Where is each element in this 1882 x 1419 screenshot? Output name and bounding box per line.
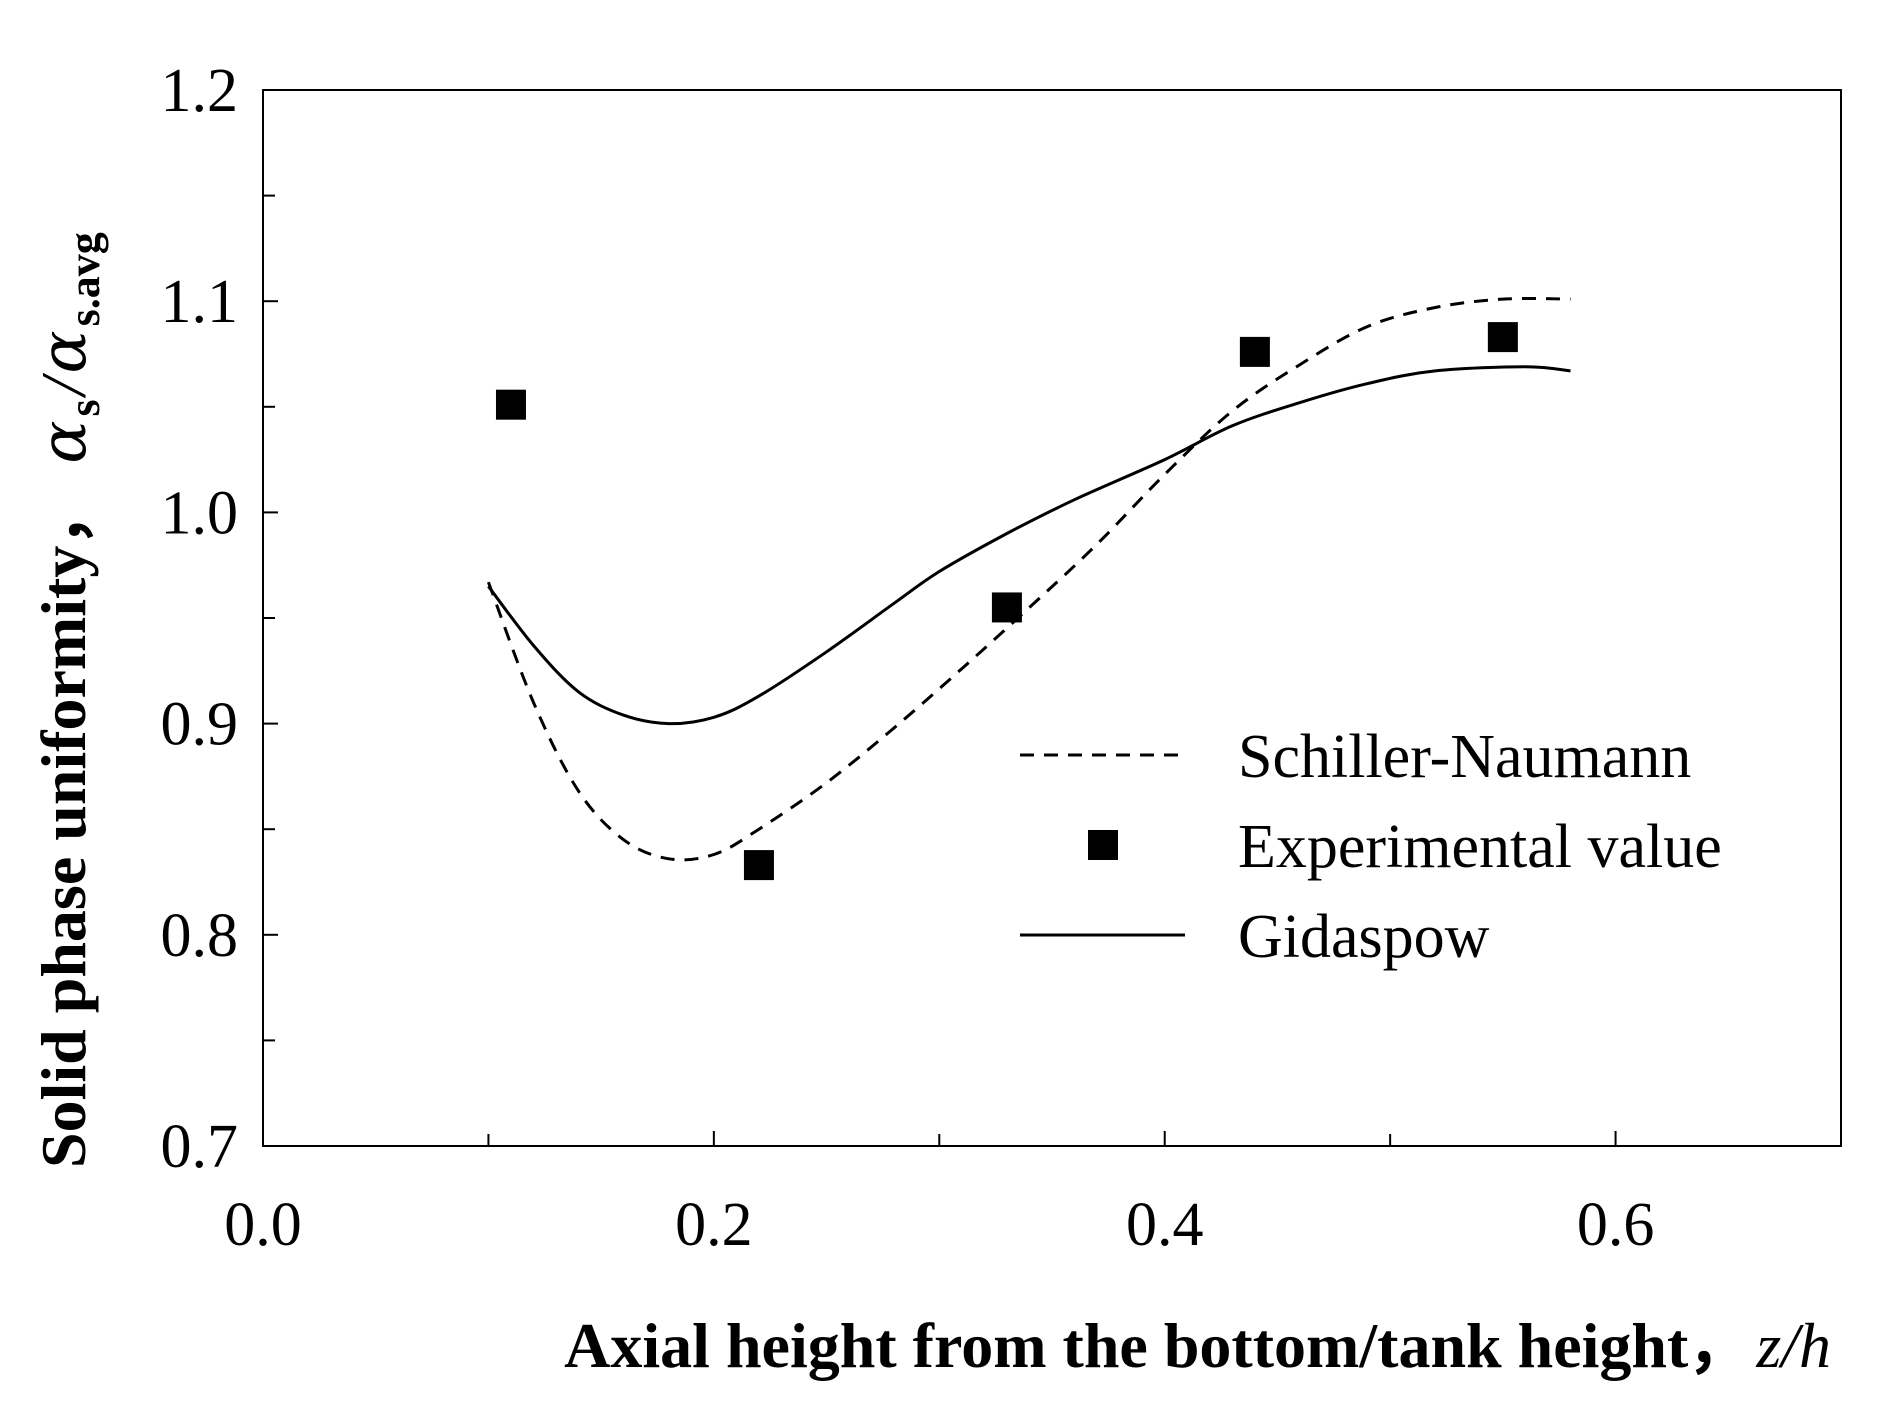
x-tick-label: 0.4 xyxy=(1126,1191,1204,1259)
data-point-experimental-value xyxy=(495,389,526,420)
legend-label-experimental-value: Experimental value xyxy=(1238,813,1722,881)
y-axis-slash: / xyxy=(28,372,99,398)
x-tick-label: 0.2 xyxy=(675,1191,753,1259)
data-point-experimental-value xyxy=(1239,336,1270,367)
series-line-gidaspow xyxy=(487,365,1571,726)
plot-frame xyxy=(262,89,1842,1147)
x-tick-label: 0.0 xyxy=(224,1191,302,1259)
series-layer xyxy=(486,296,1571,881)
y-tick-label: 1.1 xyxy=(161,268,239,336)
y-tick-label: 1.2 xyxy=(161,57,239,125)
y-tick-label: 0.7 xyxy=(161,1113,239,1181)
y-axis-title: Solid phase uniformity， α s / α s.avg xyxy=(27,232,109,1168)
x-axis-title: Axial height from the bottom/tank height… xyxy=(564,1310,1831,1381)
legend-label-schiller-naumann: Schiller-Naumann xyxy=(1238,723,1691,791)
legend-label-gidaspow: Gidaspow xyxy=(1238,903,1490,971)
legend: Schiller-Naumann Experimental value Gida… xyxy=(1020,723,1722,971)
x-tick-label: 0.6 xyxy=(1577,1191,1655,1259)
y-axis-sub-s: s xyxy=(60,399,109,416)
axis-ticks xyxy=(262,89,1617,1147)
axis-tick-labels: 0.0 0.2 0.4 0.6 0.7 0.8 0.9 1.0 1.1 1.2 xyxy=(161,57,1655,1259)
data-point-experimental-value xyxy=(991,592,1022,623)
legend-swatch-experimental-value xyxy=(1088,830,1118,860)
y-axis-alpha-2: α xyxy=(27,330,101,373)
y-tick-label: 0.8 xyxy=(161,902,239,970)
data-point-experimental-value xyxy=(1487,322,1518,353)
x-axis-title-text: Axial height from the bottom/tank height… xyxy=(564,1310,1752,1381)
y-axis-title-group: Solid phase uniformity， α s / α s.avg xyxy=(27,232,109,1168)
y-axis-title-text: Solid phase uniformity， xyxy=(28,482,99,1168)
data-point-experimental-value xyxy=(743,850,774,881)
y-axis-alpha-1: α xyxy=(27,420,101,463)
y-axis-sub-s-avg: s.avg xyxy=(60,232,109,326)
y-tick-label: 0.9 xyxy=(161,691,239,759)
y-tick-label: 1.0 xyxy=(161,479,239,547)
series-line-schiller-naumann xyxy=(486,296,1571,862)
x-axis-title-variable: z/h xyxy=(1755,1310,1831,1381)
